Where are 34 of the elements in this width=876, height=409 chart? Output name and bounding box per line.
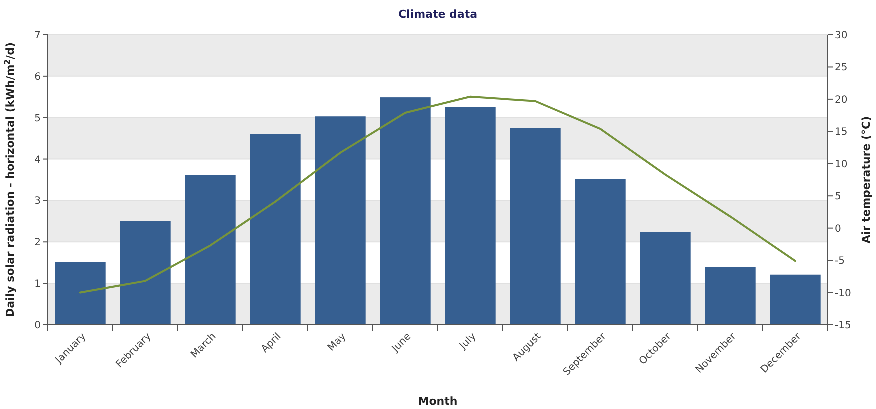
- bar: [250, 134, 301, 325]
- y2-tick-label: 5: [835, 192, 842, 203]
- line-series: [80, 96, 796, 294]
- x-axis-title: Month: [418, 395, 458, 408]
- y-tick-label: 4: [34, 154, 41, 166]
- bar: [770, 274, 821, 325]
- bar: [640, 232, 691, 325]
- bar: [445, 108, 496, 325]
- y-tick-label: 6: [34, 72, 41, 83]
- chart-title: Climate data: [398, 8, 478, 21]
- y2-axis-title: Air temperature (°C): [860, 116, 873, 244]
- y2-tick-label: -5: [835, 256, 845, 268]
- bar: [120, 221, 171, 325]
- y2-tick-label: 30: [835, 30, 848, 42]
- bar: [705, 267, 756, 325]
- y2-tick-label: -10: [835, 288, 852, 300]
- bar: [55, 262, 106, 325]
- bar: [575, 179, 626, 325]
- y2-tick-label: 0: [835, 224, 842, 235]
- y-tick-label: 5: [34, 113, 41, 124]
- bar: [510, 128, 561, 325]
- y-tick-label: 2: [34, 238, 41, 249]
- y-tick-label: 0: [34, 320, 41, 332]
- y2-tick-label: -15: [835, 320, 852, 332]
- bar: [185, 175, 236, 325]
- bar: [380, 98, 431, 325]
- y2-tick-label: 10: [835, 159, 848, 170]
- y2-tick-label: 20: [835, 94, 848, 106]
- y2-tick-label: 15: [835, 127, 848, 138]
- y-tick-label: 7: [34, 30, 41, 42]
- y2-tick-label: 25: [835, 62, 848, 74]
- bar: [315, 116, 366, 325]
- y-tick-label: 3: [34, 196, 41, 208]
- y-tick-label: 1: [34, 279, 41, 290]
